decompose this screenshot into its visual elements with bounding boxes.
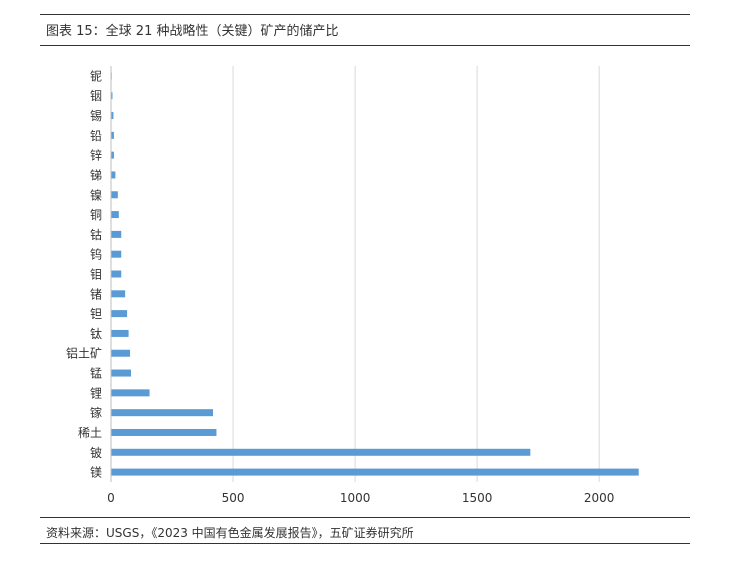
category-label: 镍 [90, 188, 102, 202]
bar [111, 349, 131, 357]
bar [111, 250, 122, 258]
bar [111, 151, 114, 159]
category-label: 钴 [90, 227, 102, 242]
bar [111, 131, 114, 139]
title-top-rule [40, 14, 690, 15]
category-label: 锗 [90, 286, 102, 301]
bar [111, 270, 122, 278]
bar [111, 112, 114, 120]
bar [111, 409, 214, 417]
source-bottom-rule [40, 543, 690, 544]
source-top-rule [40, 517, 690, 518]
x-tick-label: 1500 [462, 491, 493, 505]
category-label: 镁 [90, 466, 102, 480]
bar [111, 389, 150, 397]
category-label: 铝土矿 [66, 346, 102, 361]
category-label: 稀土 [78, 426, 102, 440]
bars [111, 72, 639, 476]
bar [111, 369, 132, 377]
category-label: 铍 [90, 446, 102, 460]
bar [111, 310, 128, 318]
x-tick-label: 500 [222, 491, 245, 505]
grid-lines [232, 66, 600, 482]
bar [111, 191, 118, 199]
x-tick-label: 0 [107, 491, 115, 505]
x-tick-label: 2000 [584, 491, 615, 505]
category-label: 锂 [90, 385, 102, 400]
bar [111, 468, 639, 476]
category-label: 钨 [90, 247, 102, 262]
x-tick-label: 1000 [340, 491, 371, 505]
category-label: 锰 [90, 366, 102, 381]
category-label: 钛 [90, 326, 102, 341]
bar [111, 211, 119, 219]
chart-title: 图表 15：全球 21 种战略性（关键）矿产的储产比 [46, 24, 339, 39]
category-label: 钽 [90, 307, 102, 321]
bar [111, 428, 217, 436]
bar [111, 230, 122, 238]
bar [111, 290, 126, 298]
category-label: 铅 [90, 129, 102, 143]
category-label: 铜 [90, 207, 102, 222]
category-label: 铌 [90, 69, 102, 83]
category-label: 锡 [90, 108, 102, 123]
title-bottom-rule [40, 45, 690, 46]
category-label: 铟 [90, 89, 102, 103]
source-note: 资料来源：USGS，《2023 中国有色金属发展报告》，五矿证券研究所 [46, 526, 414, 540]
category-label: 锌 [90, 149, 102, 163]
bar [111, 92, 113, 100]
x-tick-labels: 0 500 1000 1500 2000 [107, 491, 614, 505]
bar [111, 171, 116, 179]
bar [111, 329, 129, 337]
category-label: 锑 [90, 168, 102, 182]
category-label: 镓 [90, 405, 102, 420]
category-label: 钼 [90, 268, 102, 282]
bar [111, 448, 531, 456]
